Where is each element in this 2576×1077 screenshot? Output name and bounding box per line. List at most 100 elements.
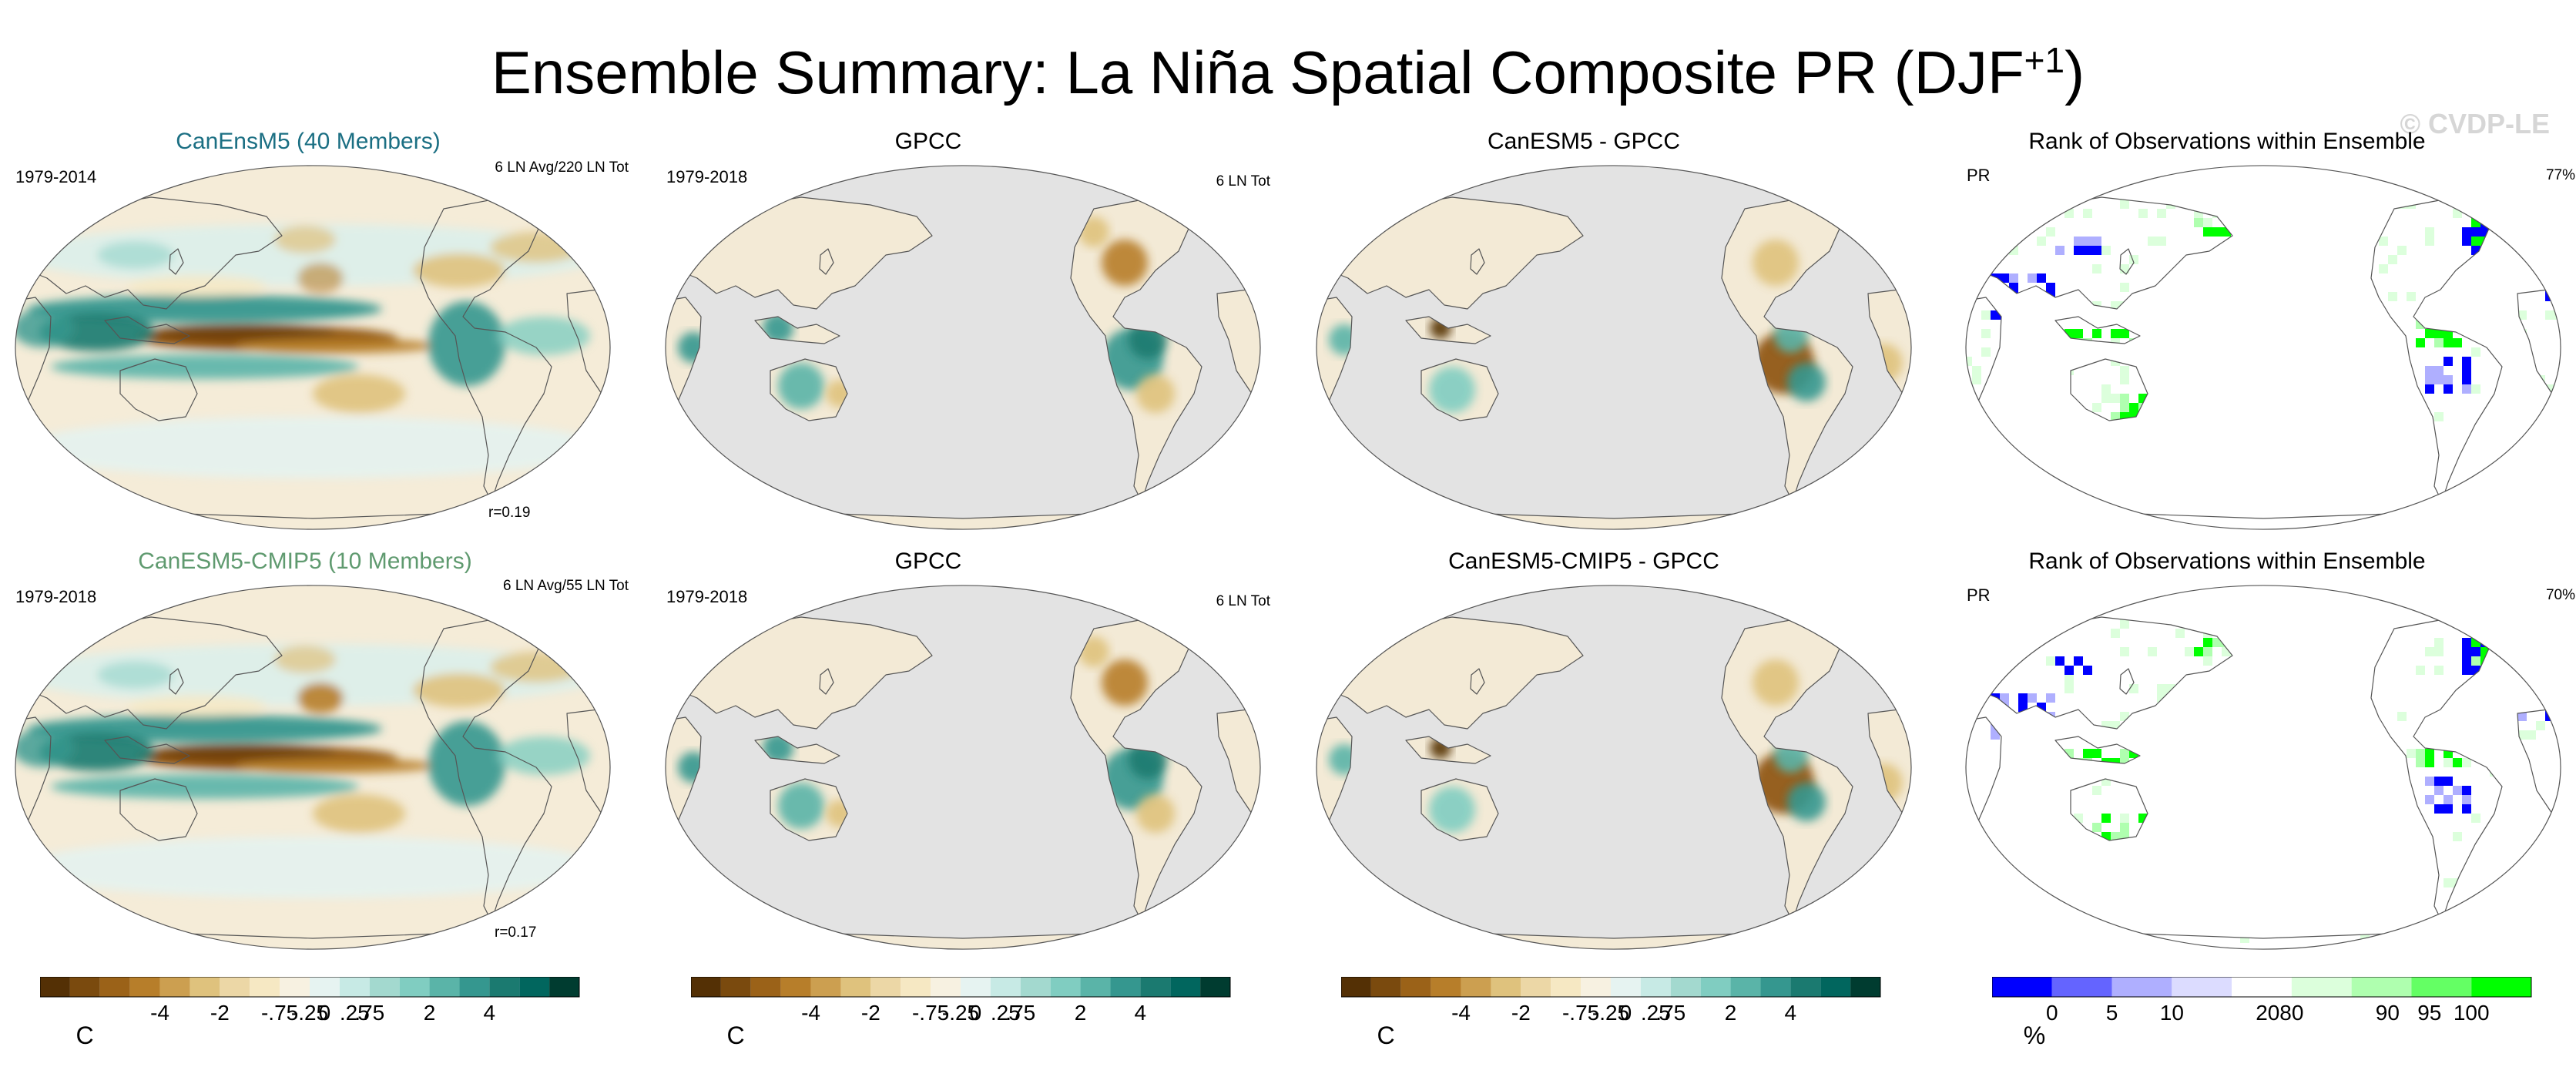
colorbar-1: -4 -2 -.75 -.25 0 .25.75 2 4 C bbox=[40, 977, 595, 1054]
colorbar-swatch bbox=[2232, 977, 2292, 997]
colorbar-tick: 80 bbox=[2279, 1001, 2303, 1023]
panel-title: Rank of Observations within Ensemble bbox=[2028, 549, 2426, 574]
colorbar-swatch bbox=[69, 977, 100, 997]
colorbar-4-svg: 0 5 10 20 80 90 95 100 bbox=[1992, 977, 2532, 1023]
colorbar-swatch bbox=[901, 977, 931, 997]
colorbar-swatch bbox=[780, 977, 811, 997]
colorbar-swatch bbox=[2111, 977, 2172, 997]
panel-title: CanESM5-CMIP5 (10 Members) bbox=[138, 549, 472, 574]
colorbar-swatch bbox=[1110, 977, 1141, 997]
colorbar-swatch bbox=[1992, 977, 2052, 997]
colorbar-unit: C bbox=[75, 1022, 94, 1049]
colorbar-tick: 0 bbox=[1620, 1001, 1632, 1023]
colorbar-tick: .25 bbox=[340, 1001, 370, 1023]
panel-row2-col1: CanESM5-CMIP5 (10 Members) 1979-2018 6 L… bbox=[0, 547, 629, 948]
colorbar-swatch bbox=[1551, 977, 1581, 997]
map-gpcc-2 bbox=[665, 585, 1261, 950]
colorbar-swatch bbox=[339, 977, 370, 997]
colorbar-swatch bbox=[961, 977, 991, 997]
colorbar-swatch bbox=[1700, 977, 1731, 997]
colorbar-tick: 2 bbox=[1075, 1001, 1087, 1023]
map-rank-2 bbox=[1965, 585, 2561, 950]
colorbar-swatch bbox=[1341, 977, 1371, 997]
colorbar-swatch bbox=[2051, 977, 2112, 997]
colorbar-swatch bbox=[1850, 977, 1880, 997]
correlation-label: r=0.17 bbox=[495, 924, 537, 941]
colorbar-tick: -4 bbox=[801, 1001, 820, 1023]
panel-row1-col3: CanESM5 - GPCC bbox=[1302, 127, 1918, 528]
colorbar-swatch bbox=[280, 977, 310, 997]
colorbar-swatch bbox=[159, 977, 190, 997]
colorbar-tick: 90 bbox=[2376, 1001, 2400, 1023]
colorbar-tick: -2 bbox=[1511, 1001, 1531, 1023]
colorbar-swatch bbox=[1640, 977, 1671, 997]
panel-row2-col2: GPCC 1979-2018 6 LN Tot bbox=[651, 547, 1270, 948]
colorbar-swatch bbox=[750, 977, 781, 997]
pct-label: 70% bbox=[2545, 587, 2575, 603]
panel-title: CanESM5 - GPCC bbox=[1487, 129, 1681, 154]
variable-label: PR bbox=[1967, 166, 1991, 185]
map-gpcc-1 bbox=[665, 165, 1261, 530]
colorbar-swatch bbox=[2411, 977, 2472, 997]
colorbar-unit: C bbox=[1377, 1022, 1395, 1049]
colorbar-swatch bbox=[1050, 977, 1081, 997]
figure-title: Ensemble Summary: La Niña Spatial Compos… bbox=[491, 39, 2085, 106]
colorbar-2: -4 -2 -.75 -.25 0 .25.75 2 4 C bbox=[691, 977, 1246, 1054]
panel-title: GPCC bbox=[894, 549, 962, 574]
count-label: 6 LN Tot bbox=[1216, 173, 1270, 190]
colorbar-swatch bbox=[1020, 977, 1051, 997]
colorbar-tick: 4 bbox=[1785, 1001, 1797, 1023]
colorbar-tick: -.75 bbox=[912, 1001, 949, 1023]
colorbar-swatch bbox=[1491, 977, 1521, 997]
colorbar-swatch bbox=[1760, 977, 1791, 997]
panel-title: GPCC bbox=[894, 129, 962, 154]
colorbar-3: -4 -2 -.75 -.25 0 .25.75 2 4 C bbox=[1341, 977, 1896, 1054]
colorbar-swatch bbox=[2351, 977, 2412, 997]
period-label: 1979-2018 bbox=[15, 587, 97, 606]
colorbar-tick: -.25 bbox=[942, 1001, 979, 1023]
colorbar-swatch bbox=[1370, 977, 1401, 997]
colorbar-swatch bbox=[1200, 977, 1230, 997]
colorbar-swatch bbox=[99, 977, 130, 997]
colorbar-swatch bbox=[2471, 977, 2531, 997]
colorbar-swatch bbox=[720, 977, 751, 997]
panel-row1-col1: CanEnsM5 (40 Members) 1979-2014 6 LN Avg… bbox=[0, 127, 629, 528]
count-label: 6 LN Avg/220 LN Tot bbox=[495, 159, 629, 176]
count-label: 6 LN Tot bbox=[1216, 593, 1270, 609]
colorbar-tick: -.75 bbox=[1562, 1001, 1599, 1023]
colorbar-3-svg: -4 -2 -.75-.250 .25.75 2 4 bbox=[1341, 977, 1881, 1023]
colorbar-tick: .25 bbox=[991, 1001, 1021, 1023]
colorbar-swatch bbox=[310, 977, 340, 997]
colorbar-swatch bbox=[549, 977, 579, 997]
map-canesm5 bbox=[15, 165, 611, 530]
colorbar-swatch bbox=[1140, 977, 1171, 997]
colorbar-swatch bbox=[129, 977, 160, 997]
colorbar-tick: -4 bbox=[150, 1001, 169, 1023]
variable-label: PR bbox=[1967, 585, 1991, 605]
colorbar-swatch bbox=[519, 977, 550, 997]
panel-title: CanESM5-CMIP5 - GPCC bbox=[1448, 549, 1719, 574]
colorbar-swatch bbox=[40, 977, 70, 997]
colorbar-tick: 10 bbox=[2160, 1001, 2184, 1023]
colorbar-tick: -.25 bbox=[291, 1001, 328, 1023]
colorbar-swatch bbox=[1080, 977, 1111, 997]
colorbar-tick: .75 bbox=[1655, 1001, 1685, 1023]
count-label: 6 LN Avg/55 LN Tot bbox=[502, 578, 629, 594]
colorbar-swatch bbox=[429, 977, 460, 997]
colorbar-swatch bbox=[810, 977, 841, 997]
colorbar-swatch bbox=[840, 977, 871, 997]
colorbar-swatch bbox=[1431, 977, 1461, 997]
colorbar-swatch bbox=[691, 977, 721, 997]
watermark: © CVDP-LE bbox=[2400, 108, 2550, 139]
colorbar-tick: 2 bbox=[424, 1001, 436, 1023]
colorbar-tick: -4 bbox=[1451, 1001, 1471, 1023]
colorbar-swatch bbox=[459, 977, 490, 997]
colorbar-2-svg: -4 -2 -.75-.250 .25.75 2 4 bbox=[691, 977, 1231, 1023]
colorbar-swatch bbox=[1670, 977, 1701, 997]
colorbar-swatch bbox=[1820, 977, 1851, 997]
colorbar-tick: .75 bbox=[1005, 1001, 1035, 1023]
colorbar-swatch bbox=[1581, 977, 1611, 997]
colorbar-tick: 2 bbox=[1725, 1001, 1737, 1023]
map-diff-2 bbox=[1316, 585, 1912, 950]
panel-row2-col3: CanESM5-CMIP5 - GPCC bbox=[1302, 547, 1918, 948]
